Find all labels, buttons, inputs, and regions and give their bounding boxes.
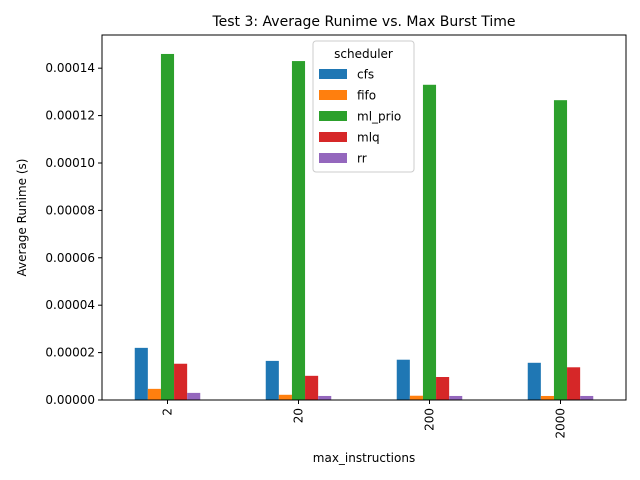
bar-cfs-20 [265,360,279,400]
y-tick-label: 0.00004 [45,298,95,312]
y-tick-label: 0.00010 [45,156,95,170]
bar-ml-prio-2000 [553,100,568,400]
bar-rr-200 [449,395,463,400]
bar-mlq-2 [174,363,188,400]
bars-group [134,53,594,401]
x-axis-label: max_instructions [313,451,415,465]
bar-fifo-2 [147,388,161,400]
bar-mlq-200 [436,377,450,400]
bar-cfs-200 [396,359,410,400]
y-tick-label: 0.00008 [45,203,95,217]
legend-swatch-mlq [319,132,347,142]
x-tick-label: 2 [161,408,175,416]
y-axis: 0.00000 0.00002 0.00004 0.00006 0.00008 0.000… [45,61,102,407]
legend-label-rr: rr [357,152,367,166]
legend-swatch-ml-prio [319,111,347,121]
x-tick-label: 20 [292,408,306,423]
bar-fifo-2000 [540,395,554,400]
x-tick-label: 2000 [554,408,568,439]
x-axis: 2 20 200 2000 [161,400,568,439]
bar-cfs-2 [134,347,148,400]
bar-cfs-2000 [527,362,541,400]
y-tick-label: 0.00000 [45,393,95,407]
x-tick-label: 200 [423,408,437,431]
legend-label-cfs: cfs [357,68,374,82]
legend-label-mlq: mlq [357,131,380,145]
chart-title: Test 3: Average Runime vs. Max Burst Tim… [211,14,515,30]
legend-swatch-cfs [319,69,347,79]
bar-mlq-20 [305,375,319,400]
y-tick-label: 0.00014 [45,61,95,75]
plot-frame [101,34,627,401]
legend-swatch-fifo [319,90,347,100]
bar-mlq-2000 [567,367,581,400]
legend-title: scheduler [334,47,393,61]
bar-ml-prio-200 [422,84,437,400]
y-axis-label: Average Runime (s) [15,159,29,277]
legend-label-ml-prio: ml_prio [357,110,401,124]
legend-label-fifo: fifo [357,89,376,103]
y-tick-label: 0.00006 [45,251,95,265]
legend-swatch-rr [319,153,347,163]
bar-rr-2 [187,392,201,400]
bar-rr-20 [318,395,332,400]
bar-fifo-20 [278,394,292,400]
bar-ml-prio-2 [160,53,175,401]
y-tick-label: 0.00012 [45,109,95,123]
bar-fifo-200 [409,395,423,400]
bar-rr-2000 [580,395,594,400]
y-tick-label: 0.00002 [45,346,95,360]
bar-ml-prio-20 [291,61,306,400]
